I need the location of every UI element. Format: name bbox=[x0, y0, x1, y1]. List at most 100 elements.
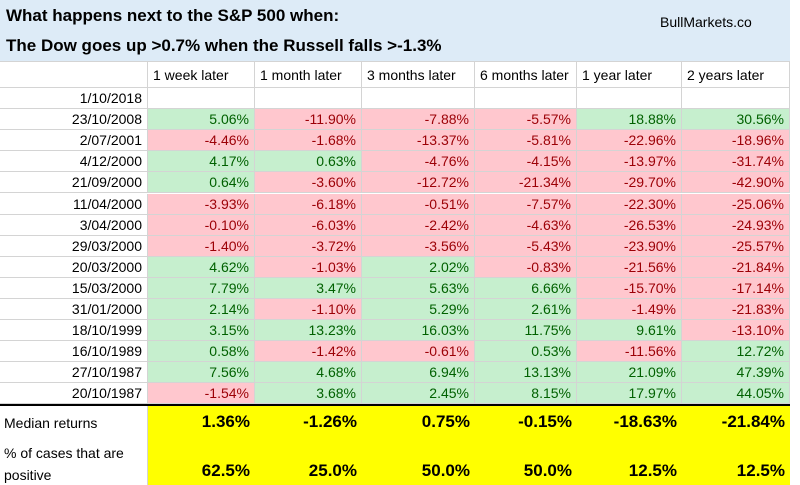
empty-cell bbox=[682, 88, 790, 110]
divider bbox=[0, 403, 790, 406]
summary-cell: -18.63% bbox=[577, 405, 682, 436]
value-cell: -25.06% bbox=[682, 193, 790, 215]
column-header: 6 months later bbox=[475, 62, 577, 88]
value-cell: -5.81% bbox=[475, 130, 577, 152]
value-cell: 3.68% bbox=[255, 383, 362, 405]
value-cell: -29.70% bbox=[577, 172, 682, 194]
value-cell: 30.56% bbox=[682, 109, 790, 131]
value-cell: 0.58% bbox=[148, 341, 255, 363]
value-cell: -1.68% bbox=[255, 130, 362, 152]
value-cell: -24.93% bbox=[682, 214, 790, 236]
source: BullMarkets.co bbox=[660, 14, 752, 30]
title-band bbox=[0, 0, 790, 62]
value-cell: 21.09% bbox=[577, 362, 682, 384]
subtitle: The Dow goes up >0.7% when the Russell f… bbox=[6, 36, 442, 55]
value-cell: -21.56% bbox=[577, 256, 682, 278]
column-header: 1 month later bbox=[255, 62, 362, 88]
value-cell: 9.61% bbox=[577, 320, 682, 342]
value-cell: 4.68% bbox=[255, 362, 362, 384]
value-cell: 6.66% bbox=[475, 277, 577, 299]
value-cell: -13.97% bbox=[577, 151, 682, 173]
value-cell: 6.94% bbox=[362, 362, 475, 384]
value-cell: -22.30% bbox=[577, 193, 682, 215]
value-cell: 2.14% bbox=[148, 299, 255, 321]
summary-cell: 62.5% bbox=[148, 435, 255, 485]
value-cell: 0.64% bbox=[148, 172, 255, 194]
value-cell: -5.57% bbox=[475, 109, 577, 131]
summary-cell: -21.84% bbox=[682, 405, 790, 436]
value-cell: -6.03% bbox=[255, 214, 362, 236]
summary-cell: 12.5% bbox=[577, 435, 682, 485]
empty-cell bbox=[362, 88, 475, 110]
value-cell: 11.75% bbox=[475, 320, 577, 342]
value-cell: 13.13% bbox=[475, 362, 577, 384]
column-header: 3 months later bbox=[362, 62, 475, 88]
summary-cell: 1.36% bbox=[148, 405, 255, 436]
value-cell: -4.76% bbox=[362, 151, 475, 173]
value-cell: -2.42% bbox=[362, 214, 475, 236]
value-cell: -5.43% bbox=[475, 235, 577, 257]
value-cell: -1.10% bbox=[255, 299, 362, 321]
date-cell: 29/03/2000 bbox=[0, 235, 148, 257]
value-cell: 5.29% bbox=[362, 299, 475, 321]
value-cell: -3.56% bbox=[362, 235, 475, 257]
summary-cell: -0.15% bbox=[475, 405, 577, 436]
value-cell: 2.45% bbox=[362, 383, 475, 405]
value-cell: -1.42% bbox=[255, 341, 362, 363]
summary-cell: 0.75% bbox=[362, 405, 475, 436]
value-cell: -0.10% bbox=[148, 214, 255, 236]
value-cell: 44.05% bbox=[682, 383, 790, 405]
value-cell: 17.97% bbox=[577, 383, 682, 405]
value-cell: -3.93% bbox=[148, 193, 255, 215]
value-cell: -12.72% bbox=[362, 172, 475, 194]
value-cell: -25.57% bbox=[682, 235, 790, 257]
title: What happens next to the S&P 500 when: bbox=[6, 6, 340, 25]
value-cell: 5.06% bbox=[148, 109, 255, 131]
value-cell: -7.57% bbox=[475, 193, 577, 215]
date-cell: 20/03/2000 bbox=[0, 256, 148, 278]
value-cell: -4.63% bbox=[475, 214, 577, 236]
value-cell: 0.53% bbox=[475, 341, 577, 363]
column-header: 1 week later bbox=[148, 62, 255, 88]
date-cell: 16/10/1989 bbox=[0, 341, 148, 363]
value-cell: -22.96% bbox=[577, 130, 682, 152]
date-cell: 18/10/1999 bbox=[0, 320, 148, 342]
value-cell: -0.61% bbox=[362, 341, 475, 363]
date-cell: 20/10/1987 bbox=[0, 383, 148, 405]
value-cell: 5.63% bbox=[362, 277, 475, 299]
value-cell: -21.83% bbox=[682, 299, 790, 321]
empty-cell bbox=[255, 88, 362, 110]
date-cell: 11/04/2000 bbox=[0, 193, 148, 215]
value-cell: 3.47% bbox=[255, 277, 362, 299]
column-header: 2 years later bbox=[682, 62, 790, 88]
value-cell: -4.15% bbox=[475, 151, 577, 173]
value-cell: -18.96% bbox=[682, 130, 790, 152]
value-cell: 4.62% bbox=[148, 256, 255, 278]
value-cell: -13.10% bbox=[682, 320, 790, 342]
value-cell: -11.56% bbox=[577, 341, 682, 363]
empty-cell bbox=[577, 88, 682, 110]
date-cell: 2/07/2001 bbox=[0, 130, 148, 152]
date-cell: 31/01/2000 bbox=[0, 299, 148, 321]
value-cell: -26.53% bbox=[577, 214, 682, 236]
value-cell: 2.02% bbox=[362, 256, 475, 278]
value-cell: 4.17% bbox=[148, 151, 255, 173]
empty-cell bbox=[148, 88, 255, 110]
value-cell: -0.51% bbox=[362, 193, 475, 215]
value-cell: 0.63% bbox=[255, 151, 362, 173]
value-cell: -1.40% bbox=[148, 235, 255, 257]
date-cell: 23/10/2008 bbox=[0, 109, 148, 131]
date-cell: 27/10/1987 bbox=[0, 362, 148, 384]
value-cell: -6.18% bbox=[255, 193, 362, 215]
summary-cell: 25.0% bbox=[255, 435, 362, 485]
value-cell: 12.72% bbox=[682, 341, 790, 363]
value-cell: -1.49% bbox=[577, 299, 682, 321]
value-cell: -1.03% bbox=[255, 256, 362, 278]
value-cell: -31.74% bbox=[682, 151, 790, 173]
value-cell: 3.15% bbox=[148, 320, 255, 342]
value-cell: 7.56% bbox=[148, 362, 255, 384]
header-cell bbox=[0, 62, 148, 88]
value-cell: -3.60% bbox=[255, 172, 362, 194]
value-cell: 47.39% bbox=[682, 362, 790, 384]
